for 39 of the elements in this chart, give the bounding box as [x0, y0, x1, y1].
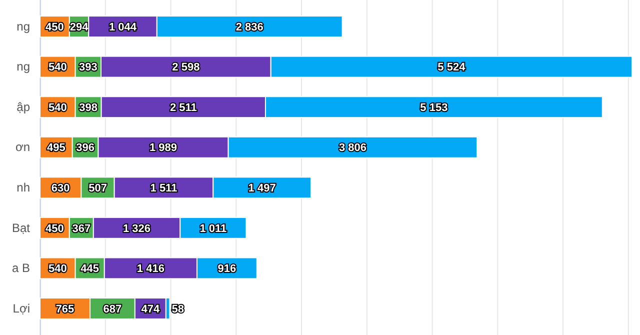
- data-label: 2 511: [170, 102, 197, 114]
- y-tick-label: a B: [12, 261, 30, 276]
- data-label: 5 153: [420, 102, 448, 114]
- data-label: 2 836: [236, 21, 264, 34]
- data-label: 1 497: [248, 182, 276, 194]
- data-label: 393: [78, 62, 98, 74]
- data-label: 765: [56, 303, 74, 316]
- data-label: 450: [46, 21, 64, 34]
- data-label: 58: [172, 303, 184, 316]
- y-tick-label: Lợi: [12, 301, 30, 316]
- data-label: 1 416: [136, 263, 164, 276]
- y-tick-label: ng: [16, 19, 30, 34]
- data-label: 1 989: [150, 142, 178, 154]
- y-tick-label: Bạt: [12, 220, 31, 235]
- data-label: 540: [48, 62, 67, 74]
- data-label: 507: [88, 182, 107, 194]
- data-label: 495: [47, 142, 66, 154]
- data-label: 916: [218, 263, 236, 276]
- y-tick-label: ập: [16, 100, 30, 114]
- data-label: 540: [48, 102, 67, 114]
- y-tick-label: ơn: [15, 140, 30, 154]
- data-label: 396: [76, 142, 94, 154]
- data-label: 1 511: [150, 182, 178, 194]
- data-label: 5 524: [438, 62, 466, 74]
- data-label: 1 044: [109, 21, 138, 34]
- y-tick-label: ng: [16, 60, 30, 74]
- data-label: 540: [48, 263, 67, 276]
- data-label: 445: [80, 263, 100, 276]
- data-label: 630: [51, 182, 70, 194]
- data-label: 367: [72, 222, 91, 235]
- y-tick-label: nh: [16, 180, 30, 194]
- data-label: 1 011: [200, 222, 227, 235]
- data-label: 3 806: [338, 142, 366, 154]
- data-label: 1 326: [122, 222, 151, 235]
- data-label: 450: [46, 222, 64, 235]
- data-label: 398: [79, 102, 98, 114]
- data-label: 687: [103, 303, 122, 316]
- data-label: 474: [141, 303, 160, 316]
- data-label: 2 598: [172, 62, 200, 74]
